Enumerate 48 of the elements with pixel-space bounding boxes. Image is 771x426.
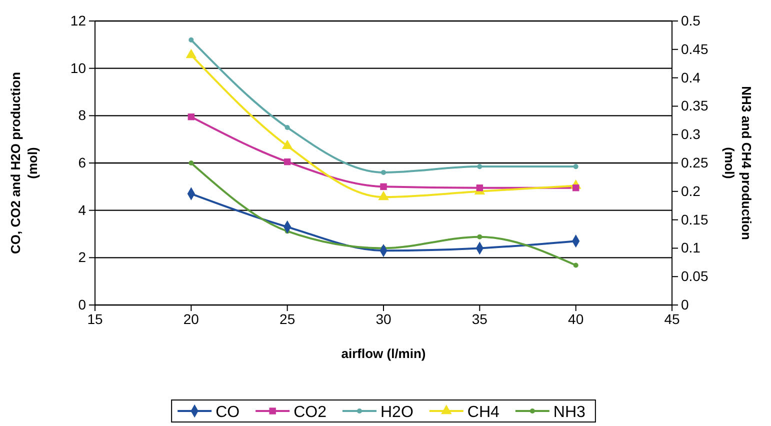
y-tick-label: 10 [70, 60, 86, 76]
y2-tick-label: 0.5 [681, 12, 701, 28]
x-tick-label: 15 [87, 310, 103, 327]
point [378, 190, 389, 200]
y-tick-label: 2 [78, 249, 86, 266]
y2-tick-label: 0.35 [681, 98, 708, 114]
x-tick-label: 30 [376, 310, 392, 327]
point [573, 164, 578, 170]
y2-tick-label: 0 [681, 296, 689, 312]
point [188, 160, 194, 166]
point [477, 164, 482, 170]
y2-tick-label: 0.15 [681, 211, 708, 228]
y2-tick-label: 0.05 [681, 268, 708, 284]
point [188, 113, 195, 120]
y2-tick-label: 0.45 [681, 40, 708, 57]
point [380, 183, 387, 190]
point [477, 234, 482, 240]
y-tick-label: 12 [70, 12, 86, 28]
x-tick-label: 25 [280, 310, 296, 327]
legend-label: H2O [380, 404, 414, 421]
point [188, 37, 194, 42]
x-tick-label: 45 [664, 310, 680, 327]
y-axis-title: CO, CO2 and H2O production (mol) [8, 72, 40, 254]
y-tick-label: 0 [78, 296, 86, 312]
y-tick-label: 8 [78, 107, 86, 124]
y2-tick-label: 0.25 [681, 154, 708, 170]
point [284, 124, 290, 130]
x-axis-title: airflow (l/min) [341, 346, 426, 361]
legend-label: CH4 [467, 404, 500, 421]
point [284, 158, 291, 166]
x-tick-label: 40 [568, 310, 584, 327]
y-tick-label: 6 [78, 154, 86, 170]
point [380, 170, 386, 175]
point [186, 48, 197, 58]
point [476, 184, 484, 192]
x-tick-label: 20 [183, 310, 200, 327]
legend-label: CO [216, 404, 240, 421]
y-tick-label: 4 [78, 202, 86, 218]
legend-label: NH3 [553, 404, 586, 421]
legend-label: CO2 [294, 404, 327, 421]
y2-tick-label: 0.1 [681, 240, 701, 256]
y2-axis-title: NH3 and CH4 production (mol) [722, 86, 754, 240]
y2-tick-label: 0.3 [681, 126, 701, 142]
point [573, 262, 578, 268]
x-tick-label: 35 [472, 310, 488, 327]
y2-tick-label: 0.2 [681, 182, 701, 199]
point [282, 140, 293, 150]
y2-tick-label: 0.4 [681, 69, 701, 86]
